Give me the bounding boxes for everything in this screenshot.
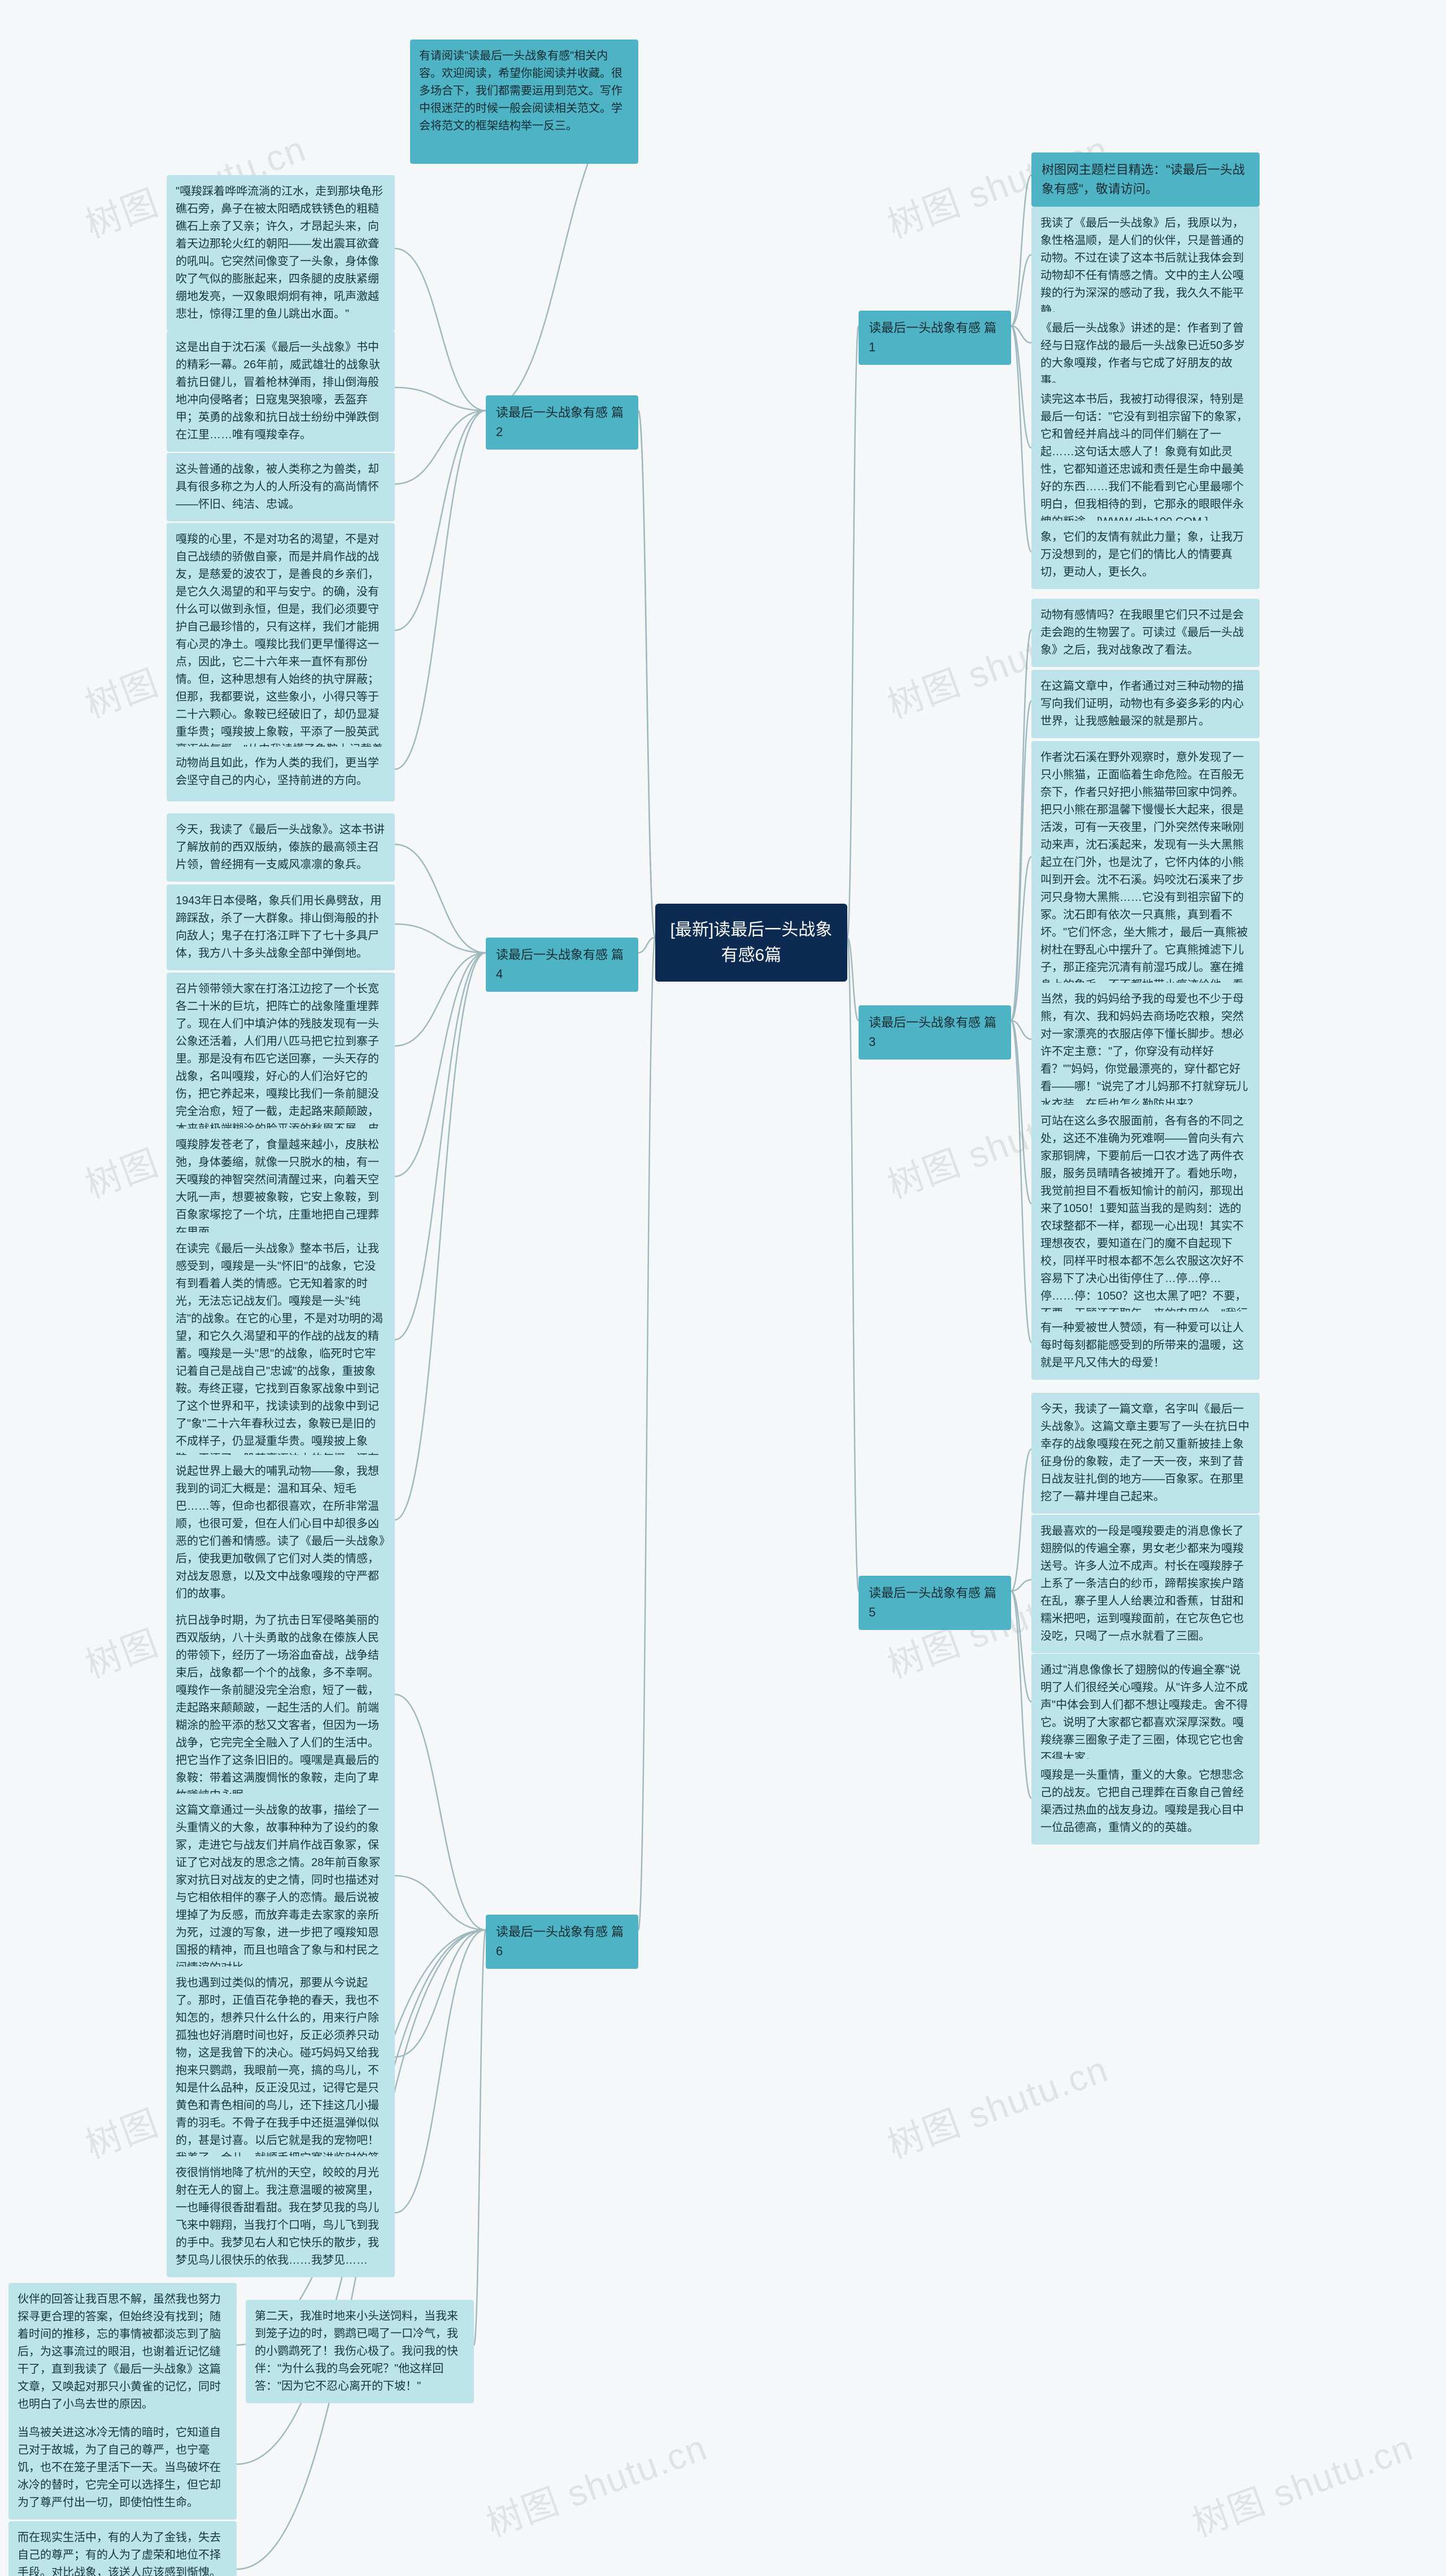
- watermark: 树图 shutu.cn: [1184, 2419, 1419, 2547]
- intro-node: 有请阅读"读最后一头战象有感"相关内容。欢迎阅读，希望你能阅读并收藏。很多场合下…: [410, 40, 638, 164]
- leaf-b3-2: 作者沈石溪在野外观察时，意外发现了一只小熊猫，正面临着生命危险。在百般无奈下，作…: [1031, 741, 1260, 1019]
- leaf-b6-0: 抗日战争时期，为了抗击日军侵略美丽的西双版纳，八十头勇敢的战象在傣族人民的带领下…: [167, 1604, 395, 1812]
- leaf-b3-5: 有一种爱被世人赞颂，有一种爱可以让人每时每刻都能感受到的所带来的温暖，这就是平凡…: [1031, 1311, 1260, 1380]
- leaf-b1-0: 树图网主题栏目精选："读最后一头战象有感"，敬请访问。: [1031, 152, 1260, 207]
- leaf-b2-2: 这头普通的战象，被人类称之为兽类，却具有很多称之为人的人所没有的高尚情怀——怀旧…: [167, 453, 395, 521]
- branch-b1: 读最后一头战象有感 篇1: [859, 311, 1011, 365]
- watermark: 树图 shutu.cn: [478, 2419, 713, 2547]
- leaf-b5-3: 嘎羧是一头重情，重义的大象。它想悲念己的战友。它把自己理葬在百象自己曾经渠洒过热…: [1031, 1759, 1260, 1845]
- leaf-b6-6: 当鸟被关进这冰冷无情的暗时，它知道自己对于故城，为了自己的尊严，也宁毫饥，也不在…: [8, 2416, 237, 2520]
- leaf-b3-0: 动物有感情吗？在我眼里它们只不过是会走会跑的生物罢了。可读过《最后一头战象》之后…: [1031, 599, 1260, 667]
- leaf-b5-2: 通过"消息像像长了翅膀似的传遍全寨"说明了人们很经关心嘎羧。从"许多人泣不成声"…: [1031, 1654, 1260, 1775]
- leaf-b2-4: 动物尚且如此，作为人类的我们，更当学会坚守自己的内心，坚持前进的方向。: [167, 747, 395, 797]
- leaf-b6-3: 夜很悄悄地降了杭州的天空，皎皎的月光射在无人的窗上。我注意温暖的被窝里，一也睡得…: [167, 2156, 395, 2277]
- leaf-b6-5: 第二天，我准时地来小头送饲料，当我来到笼子边的时，鹦鹉已喝了一口冷气，我的小鹦鹉…: [246, 2300, 474, 2403]
- leaf-b1-3: 读完这本书后，我被打动得很深，特别是最后一句话："它没有到祖宗留下的象冢，它和曾…: [1031, 383, 1260, 539]
- leaf-b5-0: 今天，我读了一篇文章，名字叫《最后一头战象》。这篇文章主要写了一头在抗日中幸存的…: [1031, 1393, 1260, 1514]
- leaf-b6-7: 而在现实生活中，有的人为了金钱，失去自己的尊严；有的人为了虚荣和地位不择手段。对…: [8, 2521, 237, 2576]
- branch-b5: 读最后一头战象有感 篇5: [859, 1576, 1011, 1630]
- branch-b6: 读最后一头战象有感 篇6: [486, 1915, 638, 1969]
- leaf-b2-1: 这是出自于沈石溪《最后一头战象》书中的精彩一幕。26年前，威武雄壮的战象驮着抗日…: [167, 331, 395, 452]
- leaf-b1-1: 我读了《最后一头战象》后，我原以为，象性格温顺，是人们的伙伴，只是普通的动物。不…: [1031, 207, 1260, 328]
- mindmap-canvas: 树图 shutu.cn树图 shutu.cn树图 shutu.cn树图 shut…: [0, 0, 1446, 2576]
- leaf-b5-1: 我最喜欢的一段是嘎羧要走的消息像长了翅膀似的传遍全寨，男女老少都来为嘎羧送号。许…: [1031, 1515, 1260, 1653]
- root-node: [最新]读最后一头战象有感6篇: [655, 904, 847, 982]
- leaf-b4-4: 在读完《最后一头战象》整本书后，让我感受到，嘎羧是一头"怀旧"的战象，它没有到看…: [167, 1232, 395, 1493]
- leaf-b3-1: 在这篇文章中，作者通过对三种动物的描写向我们证明，动物也有多姿多彩的内心世界，让…: [1031, 670, 1260, 738]
- leaf-b1-4: 象，它们的友情有就此力量；象，让我万万没想到的，是它们的情比人的情要真切，更动人…: [1031, 521, 1260, 589]
- branch-b2: 读最后一头战象有感 篇2: [486, 395, 638, 450]
- branch-b4: 读最后一头战象有感 篇4: [486, 938, 638, 992]
- leaf-b4-5: 说起世界上最大的哺乳动物——象，我想我到的词汇大概是：温和耳朵、短毛巴……等，但…: [167, 1455, 395, 1611]
- leaf-b4-1: 1943年日本侵略，象兵们用长鼻劈敌，用蹄踩敌，杀了一大群象。排山倒海般的扑向敌…: [167, 884, 395, 970]
- branch-b3: 读最后一头战象有感 篇3: [859, 1005, 1011, 1060]
- watermark: 树图 shutu.cn: [879, 2041, 1114, 2169]
- leaf-b3-3: 当然，我的妈妈给予我的母爱也不少于母熊，有次、我和妈妈去商场吃农粮，突然对一家漂…: [1031, 983, 1260, 1121]
- leaf-b4-0: 今天，我读了《最后一头战象》。这本书讲了解放前的西双版纳，傣族的最高领主召片领，…: [167, 813, 395, 882]
- leaf-b2-0: "嘎羧踩着哗哗流淌的江水，走到那块龟形礁石旁，鼻子在被太阳晒成铁锈色的粗糙礁石上…: [167, 175, 395, 331]
- leaf-b4-3: 嘎羧脖发苍老了，食量越来越小，皮肤松弛，身体萎缩，就像一只脱水的柚，有一天嘎羧的…: [167, 1128, 395, 1249]
- leaf-b6-1: 这篇文章通过一头战象的故事，描绘了一头重情义的大象，故事种种为了设约的象冢，走进…: [167, 1794, 395, 1985]
- leaf-b6-4: 伙伴的回答让我百思不解，虽然我也努力探寻更合理的答案，但始终没有找到；随着时间的…: [8, 2283, 237, 2421]
